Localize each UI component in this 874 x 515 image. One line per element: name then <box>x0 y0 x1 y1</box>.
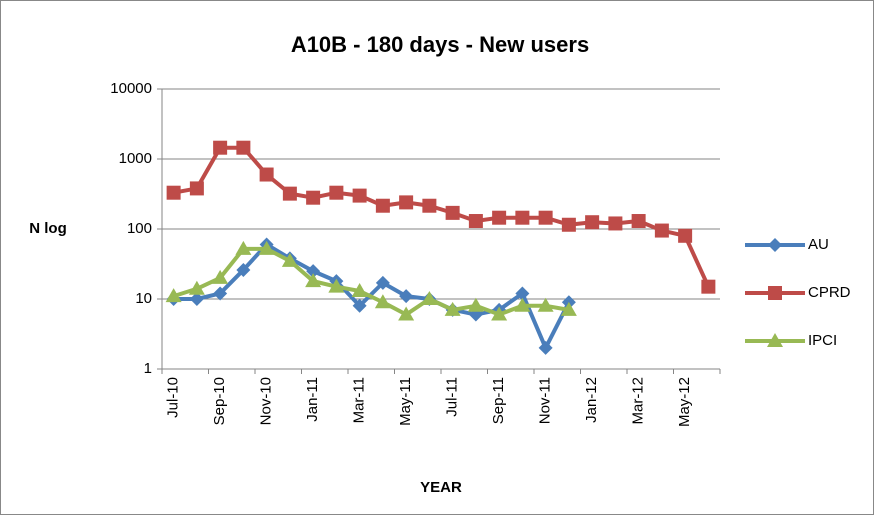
marker <box>212 269 229 284</box>
legend-marker <box>768 238 782 252</box>
legend-label: IPCI <box>808 332 837 349</box>
marker <box>306 264 321 279</box>
marker <box>561 217 576 232</box>
marker <box>188 280 205 295</box>
marker <box>537 297 554 312</box>
x-tick-label: Mar-12 <box>630 377 647 425</box>
legend-marker <box>767 333 783 347</box>
x-tick-label: May-12 <box>676 377 693 427</box>
marker <box>445 205 460 220</box>
marker <box>235 240 252 255</box>
x-tick-label: Jul-10 <box>165 377 182 418</box>
marker <box>399 289 414 304</box>
marker <box>236 140 251 155</box>
marker <box>701 279 716 294</box>
marker <box>421 291 438 305</box>
marker <box>678 228 693 243</box>
marker <box>585 215 600 230</box>
marker <box>165 288 182 303</box>
x-tick-label: Jul-11 <box>444 377 461 417</box>
x-tick-label: Jan-11 <box>304 377 321 422</box>
marker <box>375 198 390 213</box>
marker <box>189 292 204 306</box>
marker <box>654 223 669 238</box>
y-tick-label: 10000 <box>110 80 152 97</box>
y-tick-label: 100 <box>127 220 152 237</box>
marker <box>236 262 251 277</box>
marker <box>422 198 437 213</box>
marker <box>166 185 181 200</box>
marker <box>258 240 275 255</box>
marker <box>189 181 204 196</box>
marker <box>305 273 322 288</box>
marker <box>352 298 367 313</box>
marker <box>213 140 228 155</box>
x-axis-label: YEAR <box>420 479 462 496</box>
marker <box>538 340 553 355</box>
marker <box>492 210 507 225</box>
legend-marker <box>768 286 782 300</box>
marker <box>560 301 577 316</box>
marker <box>398 306 415 321</box>
marker <box>282 186 297 201</box>
marker <box>467 297 484 312</box>
marker <box>514 297 531 312</box>
marker <box>515 210 530 225</box>
x-tick-label: Sep-11 <box>490 377 507 424</box>
marker <box>352 188 367 203</box>
marker <box>491 306 508 321</box>
legend-label: CPRD <box>808 284 851 301</box>
marker <box>329 185 344 200</box>
y-tick-label: 1000 <box>119 150 152 167</box>
x-tick-label: Mar-11 <box>351 377 368 423</box>
legend-label: AU <box>808 236 829 253</box>
marker <box>281 252 298 267</box>
x-tick-label: May-11 <box>397 377 414 426</box>
marker <box>444 301 461 316</box>
marker <box>399 195 414 210</box>
marker <box>306 190 321 205</box>
marker <box>631 214 646 229</box>
x-tick-label: Jan-12 <box>583 377 600 423</box>
marker <box>608 216 623 231</box>
y-tick-label: 1 <box>144 360 152 377</box>
chart-title: A10B - 180 days - New users <box>291 32 589 57</box>
x-tick-label: Sep-10 <box>211 377 228 425</box>
marker <box>538 210 553 225</box>
marker <box>259 167 274 182</box>
marker <box>468 214 483 229</box>
marker <box>375 275 390 290</box>
marker <box>515 286 530 301</box>
y-tick-label: 10 <box>135 290 152 307</box>
x-tick-label: Nov-11 <box>537 377 554 424</box>
marker <box>351 283 368 298</box>
marker <box>213 286 228 301</box>
x-tick-label: Nov-10 <box>258 377 275 425</box>
marker <box>328 278 345 293</box>
y-axis-label: N log <box>29 220 67 237</box>
marker <box>374 294 391 309</box>
